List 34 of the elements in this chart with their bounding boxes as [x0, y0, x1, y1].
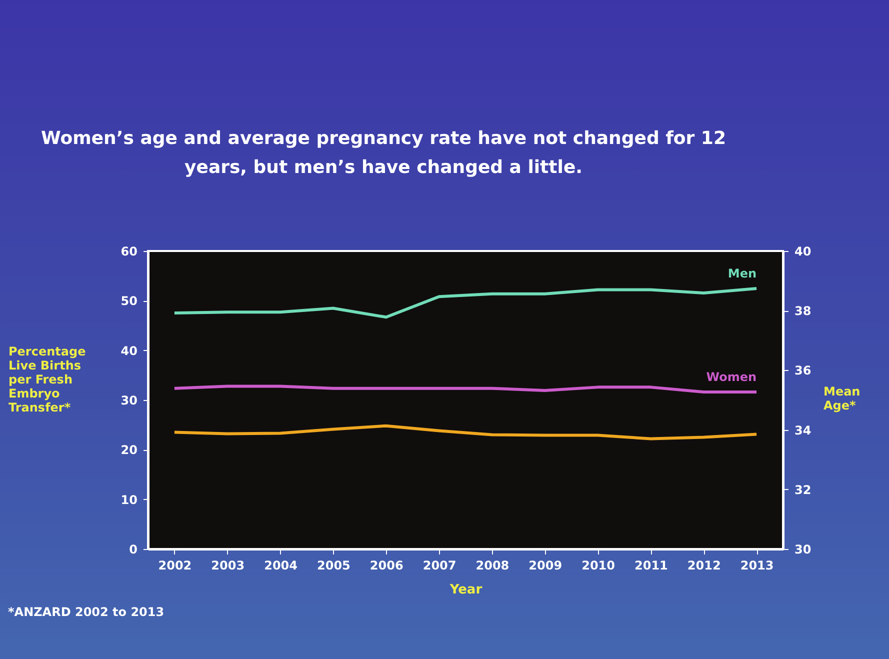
- series-label: Men: [728, 266, 757, 281]
- y2-tick-label: 40: [794, 244, 812, 258]
- x-tick-label: 2008: [476, 558, 510, 572]
- x-tick-label: 2002: [158, 558, 192, 572]
- y-tick-label: 20: [120, 443, 138, 458]
- y2-tick-label: 36: [794, 364, 812, 378]
- x-tick-label: 2007: [422, 558, 456, 572]
- x-axis-title: Year: [448, 582, 483, 598]
- y-axis-title: Percentage Live Births per Fresh Embryo Transfer*: [8, 344, 86, 414]
- chart-title: Women’s age and average pregnancy rate have not changed for 12 years, but men’s have changed a little.: [41, 128, 726, 178]
- x-tick-label: 2009: [528, 558, 562, 572]
- y-tick-label: 50: [120, 294, 138, 308]
- y2-axis-title: Mean Age*: [824, 384, 860, 412]
- x-tick-label: 2012: [687, 558, 721, 572]
- y2-tick-label: 32: [794, 482, 812, 497]
- y-tick-label: 40: [120, 344, 138, 358]
- x-tick-label: 2006: [370, 558, 404, 572]
- x-tick-label: 2003: [211, 558, 245, 572]
- y-tick-label: 10: [120, 492, 138, 507]
- y-tick-label: 0: [129, 542, 138, 556]
- y2-tick-label: 38: [794, 304, 812, 318]
- x-tick-label: 2005: [317, 558, 350, 572]
- x-tick-label: 2010: [582, 558, 615, 572]
- y-tick-label: 30: [120, 394, 138, 408]
- y2-tick-label: 30: [794, 542, 812, 556]
- line-series: [172, 287, 758, 319]
- line-series: [172, 424, 758, 440]
- y2-tick-label: 34: [794, 423, 812, 438]
- x-tick-label: 2013: [740, 558, 774, 572]
- x-tick-label: 2004: [264, 558, 298, 572]
- x-tick-label: 2011: [634, 558, 668, 572]
- y-tick-label: 60: [120, 244, 138, 258]
- text: *ANZARD 2002 to 2013: [8, 605, 164, 619]
- series-label: Women: [706, 370, 757, 384]
